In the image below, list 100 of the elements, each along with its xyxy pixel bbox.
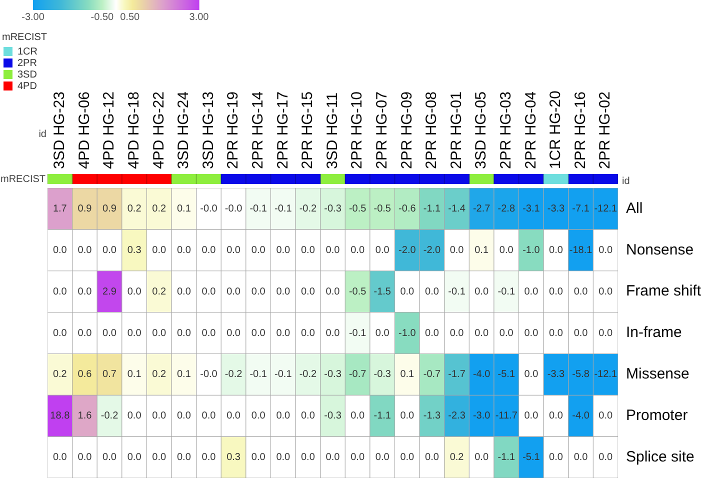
data-label: 0.0: [176, 286, 192, 298]
x-tick-label: 3SD HG-13: [200, 91, 217, 169]
data-label: -0.3: [324, 369, 342, 380]
data-label: 0.0: [375, 328, 390, 339]
y-tick-label: Frame shift: [626, 282, 702, 300]
color-bar-label: -3.00: [22, 12, 45, 23]
data-label: 0.0: [400, 452, 415, 464]
data-label: -1.0: [522, 244, 540, 256]
data-label: 0.0: [598, 410, 613, 422]
data-label: -1.3: [423, 410, 442, 422]
data-label: 0.0: [425, 286, 440, 298]
data-label: 0.0: [524, 369, 539, 380]
data-label: 0.1: [400, 369, 415, 380]
data-label: -0.5: [374, 203, 392, 214]
data-label: -2.0: [423, 244, 442, 256]
data-label: -3.0: [472, 410, 491, 422]
x-tick-label: 2PR HG-09: [398, 91, 416, 169]
y-tick-label: Splice site: [626, 448, 694, 466]
data-label: 0.1: [176, 203, 192, 214]
data-label: 0.2: [450, 452, 464, 464]
x-tick-label: 2PR HG-07: [374, 91, 390, 169]
x-axis-title: id: [38, 128, 47, 140]
data-label: 0.0: [300, 328, 316, 339]
x-tick-label: 2PR HG-03: [498, 91, 515, 169]
data-label: -3.1: [522, 203, 540, 214]
data-label: 0.2: [52, 369, 68, 380]
data-label: -1.1: [374, 410, 392, 422]
data-label: -0.2: [299, 203, 317, 214]
data-label: 0.0: [598, 328, 613, 339]
data-label: 0.0: [400, 410, 415, 422]
data-label: 0.0: [425, 452, 440, 464]
data-label: 0.0: [251, 410, 266, 422]
y-tick-label: Missense: [626, 366, 690, 383]
legend-title: mRECIST: [2, 32, 47, 43]
data-label: 0.0: [598, 452, 613, 464]
data-label: 0.0: [326, 244, 340, 256]
data-label: 0.0: [251, 452, 266, 464]
data-label: 0.0: [375, 244, 390, 256]
data-label: 0.0: [350, 452, 365, 464]
x-tick-label: 4PD HG-06: [76, 91, 93, 169]
data-label: 0.0: [350, 244, 365, 256]
data-label: 0.0: [127, 286, 142, 298]
data-label: 0.1: [474, 244, 489, 256]
data-label: 0.0: [375, 452, 390, 464]
x-tick-label: 3SD HG-24: [175, 91, 192, 169]
data-label: 0.0: [400, 286, 415, 298]
y-tick-label: Nonsense: [626, 241, 694, 258]
data-label: -0.5: [348, 286, 367, 298]
data-label: 0.0: [202, 244, 216, 256]
data-label: 0.0: [152, 328, 167, 339]
data-label: -7.1: [572, 203, 590, 214]
data-label: 0.0: [102, 244, 117, 256]
data-label: -5.8: [572, 369, 590, 380]
legend-label: 1CR: [18, 46, 38, 58]
data-label: 0.0: [52, 244, 68, 256]
legend-label: 4PD: [18, 80, 37, 92]
x-tick-label: 2PR HG-14: [249, 91, 266, 169]
data-label: 0.0: [102, 452, 117, 464]
data-label: 0.3: [127, 244, 142, 256]
text: id: [622, 176, 630, 187]
data-label: -0.3: [374, 369, 392, 380]
data-label: 0.0: [251, 244, 266, 256]
y-axis-title: mRECIST: [0, 174, 46, 185]
data-label: -0.7: [348, 369, 367, 380]
x-tick-label: 2PR HG-10: [348, 91, 366, 169]
y-tick-label: Promoter: [626, 407, 688, 424]
data-label: -11.7: [495, 410, 518, 422]
data-label: 0.2: [152, 286, 167, 298]
x-tick-label: 2PR HG-08: [423, 91, 440, 169]
data-label: -3.3: [547, 203, 566, 214]
data-label: 0.0: [574, 286, 588, 298]
y-tick-label: In-frame: [626, 324, 682, 342]
data-label: 0.0: [574, 328, 588, 339]
data-label: 0.3: [226, 452, 241, 464]
data-label: 0.0: [549, 410, 564, 422]
data-label: 18.8: [50, 410, 70, 422]
data-label: 0.0: [202, 452, 216, 464]
data-label: -1.1: [498, 452, 516, 464]
data-label: 0.0: [176, 328, 192, 339]
data-label: 0.0: [78, 286, 92, 298]
data-label: 1.6: [78, 410, 92, 422]
x-tick-label: 1CR HG-20: [547, 90, 564, 169]
data-label: 0.0: [78, 452, 92, 464]
data-label: 0.0: [102, 328, 117, 339]
data-label: 0.0: [52, 452, 68, 464]
data-label: -0.1: [274, 203, 292, 214]
data-label: 0.0: [52, 328, 68, 339]
data-label: 0.0: [499, 328, 514, 339]
legend-label: 3SD: [18, 69, 37, 80]
data-label: -0.6: [398, 203, 416, 214]
x-tick-label: 2PR HG-01: [448, 91, 465, 169]
data-label: 0.0: [202, 410, 216, 422]
data-label: 0.0: [300, 244, 316, 256]
data-label: 0.0: [251, 328, 266, 339]
x-tick-label: 4PD HG-22: [150, 91, 168, 169]
data-label: 0.2: [152, 203, 167, 214]
data-label: -0.2: [299, 369, 317, 380]
data-label: 0.9: [78, 203, 92, 214]
data-label: -12.1: [594, 203, 618, 214]
data-label: -4.0: [472, 369, 491, 380]
